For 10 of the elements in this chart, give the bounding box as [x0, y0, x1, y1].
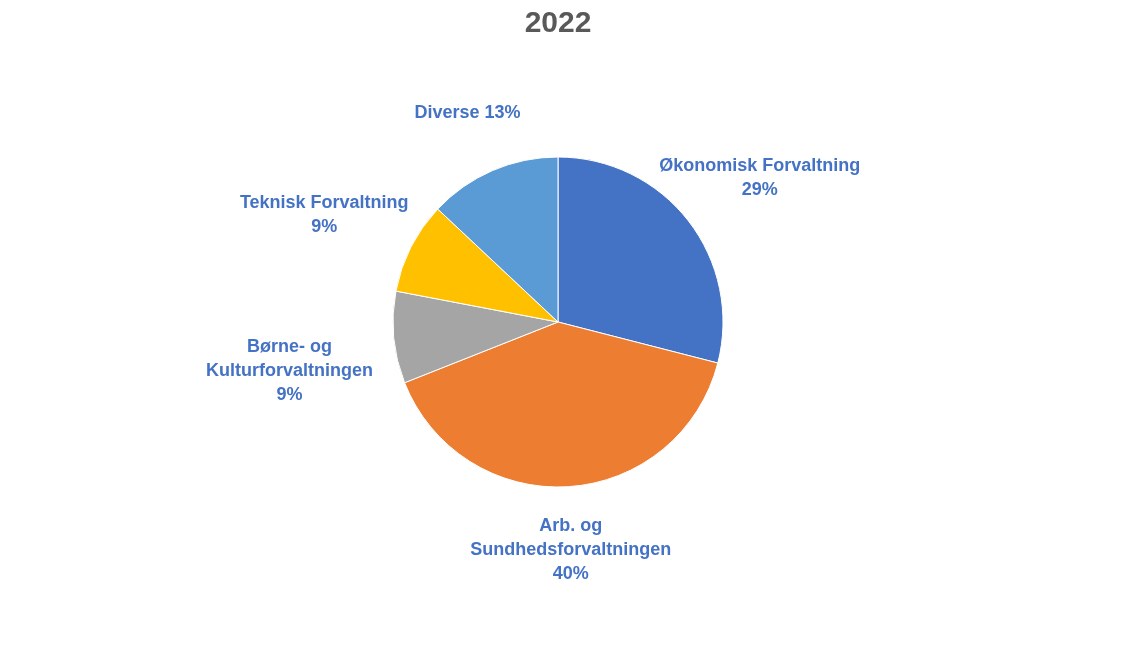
data-label: 29% — [741, 178, 778, 199]
slice-label: Teknisk Forvaltning — [239, 191, 409, 212]
chart-title: 2022 — [524, 5, 592, 38]
data-label: 9% — [311, 215, 338, 236]
slice-label: Arb. og Sundhedsforvaltningen — [470, 514, 672, 559]
data-label: 40% — [552, 562, 589, 583]
slice-label: Børne- og Kulturforvaltningen — [206, 336, 374, 381]
slice-label: Økonomisk Forvaltning — [659, 154, 861, 175]
data-label: 9% — [276, 384, 303, 405]
slice-label: Diverse 13% — [414, 101, 521, 122]
